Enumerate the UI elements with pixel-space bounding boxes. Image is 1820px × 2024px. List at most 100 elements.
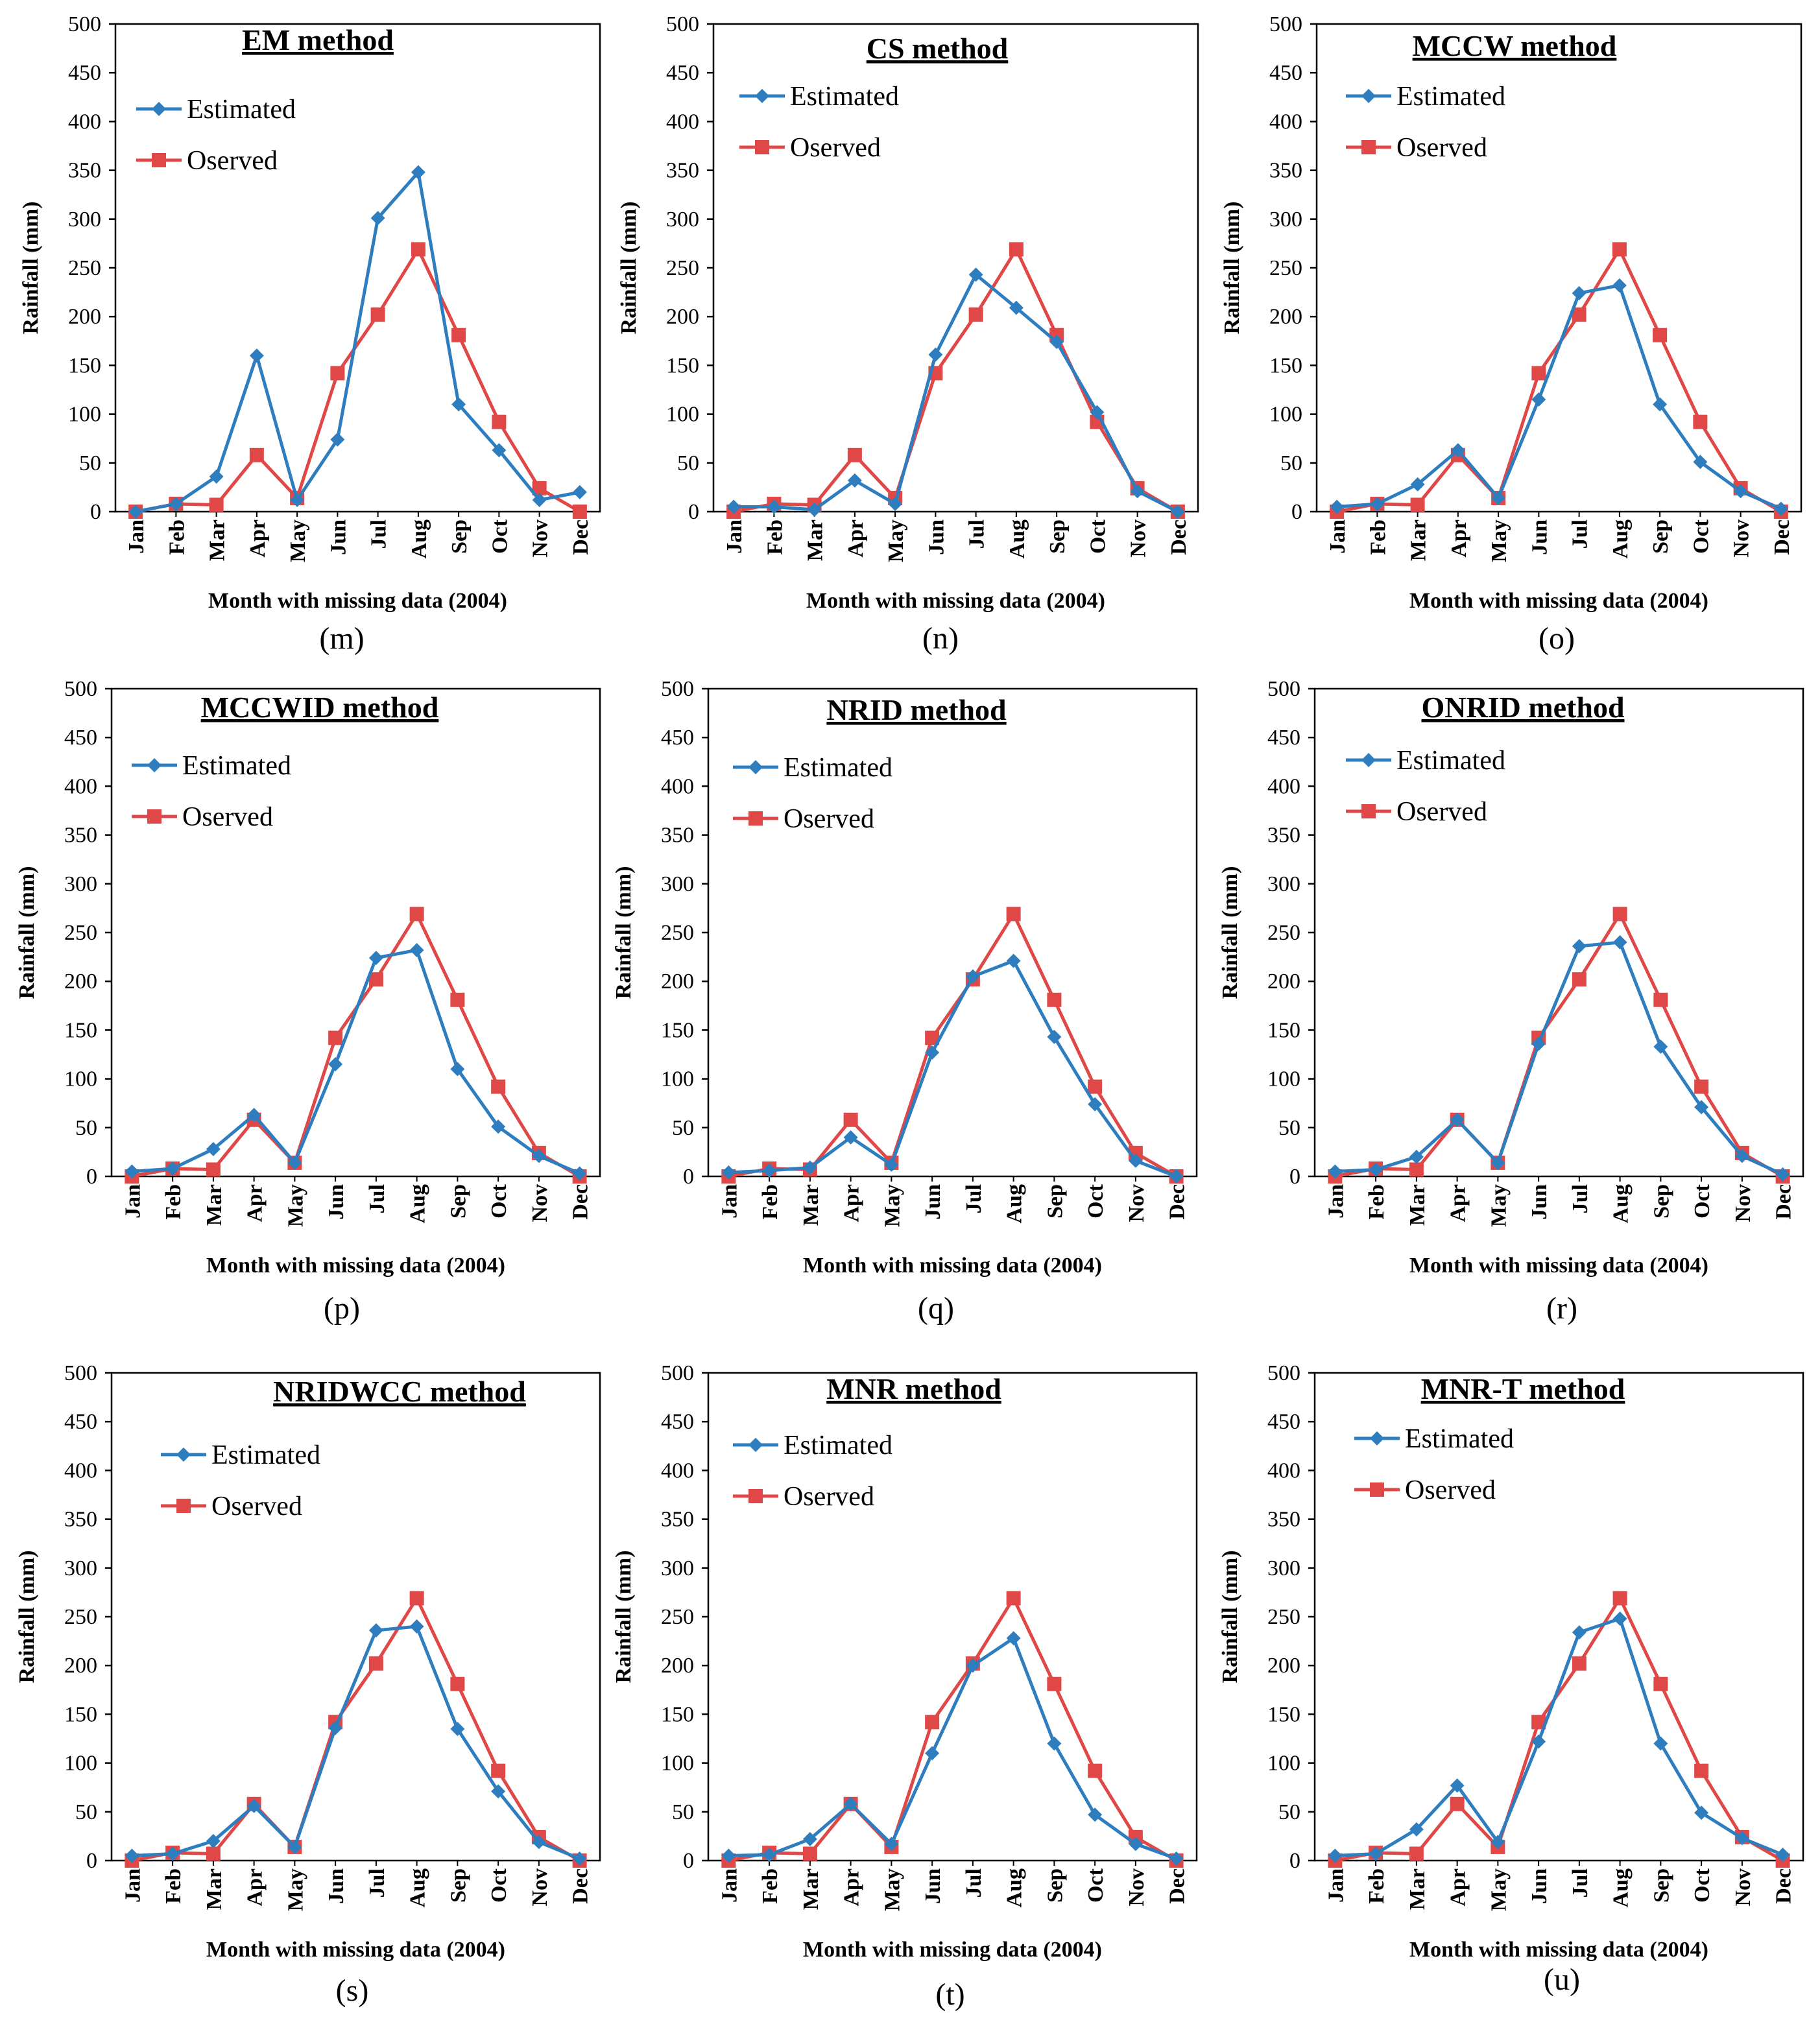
x-tick-label: Aug	[1003, 1868, 1027, 1907]
series-line-estimated	[1336, 283, 1782, 510]
x-tick-label: Jun	[924, 519, 948, 555]
data-point-estimated	[762, 1847, 777, 1862]
y-axis-label: Rainfall (mm)	[1218, 866, 1242, 999]
y-tick-label: 100	[68, 403, 101, 427]
chart-panel-4: 0 50 100 150 200 250 300 350 400 450 500 Jan Feb Mar A…	[15, 677, 601, 1326]
y-tick-label: 250	[1269, 256, 1302, 280]
x-tick-label: Jun	[921, 1184, 945, 1220]
x-tick-label: Apr	[1447, 519, 1471, 558]
data-point-estimated	[1775, 1167, 1790, 1182]
y-tick-label: 500	[64, 1361, 97, 1385]
y-tick-label: 400	[661, 1458, 694, 1482]
y-tick-label: 300	[666, 208, 699, 232]
data-point-observed	[925, 1715, 940, 1730]
data-point-estimated	[802, 1831, 817, 1846]
data-point-estimated	[370, 211, 385, 226]
chart-panel-3: 0 50 100 150 200 250 300 350 400 450 500 Jan Feb Mar A…	[1220, 12, 1802, 656]
x-tick-label: May	[286, 519, 310, 562]
data-point-observed	[368, 972, 383, 987]
data-point-estimated	[1531, 1036, 1546, 1051]
legend-label: Oserved	[187, 146, 278, 176]
legend-label: Estimated	[784, 1431, 892, 1460]
data-point-estimated	[1491, 1835, 1505, 1850]
y-tick-label: 100	[1269, 403, 1302, 427]
data-point-estimated	[1572, 1625, 1587, 1640]
data-point-estimated	[169, 496, 184, 511]
data-point-estimated	[1773, 501, 1788, 516]
panel-caption: (u)	[1544, 1962, 1580, 1997]
data-point-estimated	[1450, 1112, 1465, 1127]
series-line-estimated	[1335, 1617, 1784, 1857]
x-tick-label: Aug	[1003, 1184, 1027, 1223]
y-tick-label: 350	[1267, 824, 1300, 848]
x-tick-label: Feb	[1366, 519, 1390, 555]
y-tick-label: 50	[1280, 451, 1302, 475]
x-tick-label: Feb	[165, 519, 189, 555]
x-tick-label: Dec	[569, 1184, 593, 1220]
x-tick-label: Jan	[125, 519, 149, 554]
y-tick-label: 450	[64, 726, 97, 750]
x-tick-label: Apr	[246, 519, 270, 558]
y-tick-label: 250	[64, 921, 97, 945]
y-tick-label: 300	[68, 208, 101, 232]
data-point-estimated	[1734, 1831, 1749, 1846]
x-tick-label: Aug	[407, 519, 431, 558]
x-axis-label: Month with missing data (2004)	[206, 1254, 505, 1278]
data-point-estimated	[802, 1160, 817, 1175]
y-tick-label: 0	[1291, 500, 1302, 524]
chart-title: MCCW method	[1413, 29, 1617, 62]
x-tick-label: Jul	[365, 1184, 389, 1213]
data-point-observed	[411, 242, 425, 257]
y-tick-label: 150	[64, 1018, 97, 1042]
x-tick-label: Nov	[1127, 519, 1151, 558]
legend-marker	[176, 1447, 191, 1462]
data-point-estimated	[492, 443, 507, 458]
legend-marker	[755, 140, 769, 154]
x-tick-label: Jun	[324, 1868, 348, 1904]
x-tick-label: Sep	[1043, 1868, 1067, 1903]
legend-label: Estimated	[1396, 82, 1505, 112]
x-tick-label: Jan	[1324, 1868, 1348, 1903]
data-point-observed	[330, 366, 345, 381]
x-tick-label: Apr	[840, 1184, 864, 1222]
y-tick-label: 50	[1278, 1800, 1300, 1824]
legend-label: Oserved	[1405, 1475, 1496, 1505]
data-point-observed	[1531, 1715, 1546, 1730]
data-point-estimated	[1047, 1736, 1062, 1751]
x-tick-label: Oct	[487, 1868, 511, 1903]
data-point-observed	[843, 1112, 858, 1127]
data-point-observed	[925, 1030, 940, 1045]
y-tick-label: 250	[68, 256, 101, 280]
y-tick-label: 350	[661, 824, 694, 848]
data-point-observed	[1450, 1796, 1465, 1811]
x-tick-label: Jan	[121, 1184, 145, 1219]
data-point-estimated	[328, 1057, 343, 1072]
data-point-estimated	[1169, 1169, 1184, 1184]
y-tick-label: 0	[86, 1849, 97, 1873]
x-tick-label: Oct	[1690, 1184, 1714, 1219]
x-tick-label: Dec	[1772, 1868, 1796, 1904]
y-axis-label: Rainfall (mm)	[19, 202, 43, 335]
x-tick-label: Jul	[965, 519, 989, 549]
x-axis-label: Month with missing data (2004)	[1409, 589, 1708, 613]
legend-label: Estimated	[182, 751, 291, 781]
y-tick-label: 250	[661, 1605, 694, 1629]
x-tick-label: Dec	[1166, 1184, 1190, 1220]
x-tick-label: Nov	[1125, 1868, 1149, 1907]
chart-title: ONRID method	[1421, 691, 1624, 724]
y-tick-label: 150	[1267, 1702, 1300, 1726]
x-tick-label: Oct	[1086, 519, 1110, 554]
legend-marker	[1361, 804, 1376, 818]
data-point-estimated	[125, 1848, 139, 1863]
data-point-observed	[1612, 907, 1627, 922]
legend-label: Oserved	[790, 133, 881, 163]
data-point-estimated	[1694, 1100, 1709, 1115]
x-tick-label: Feb	[162, 1184, 186, 1220]
data-point-estimated	[1733, 484, 1748, 499]
legend-marker	[176, 1499, 191, 1513]
y-tick-label: 450	[1269, 61, 1302, 85]
y-tick-label: 450	[1267, 1410, 1300, 1434]
x-tick-label: Jan	[1326, 519, 1350, 554]
x-tick-label: Aug	[1609, 1868, 1633, 1907]
x-tick-label: Jul	[367, 519, 391, 549]
